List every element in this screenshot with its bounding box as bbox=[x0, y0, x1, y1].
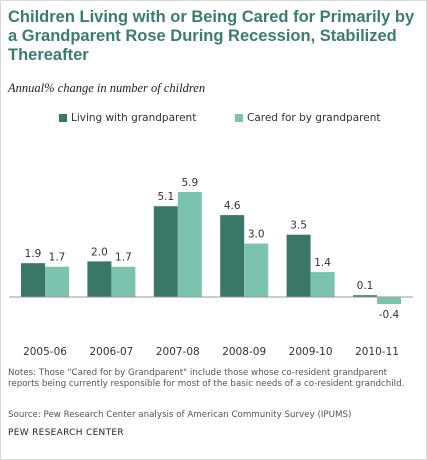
bar-cared-2005-06 bbox=[45, 266, 69, 297]
chart-footer: PEW RESEARCH CENTER bbox=[8, 428, 124, 438]
bar-living-2006-07 bbox=[87, 261, 112, 297]
bar-cared-2009-10 bbox=[310, 272, 335, 297]
data-label-cared-2008-09: 3.0 bbox=[248, 229, 265, 241]
bar-cared-2006-07 bbox=[111, 266, 136, 297]
data-label-living-2009-10: 3.5 bbox=[290, 220, 307, 232]
bar-living-2010-11 bbox=[353, 295, 377, 297]
x-tick-label-2007-08: 2007-08 bbox=[156, 346, 200, 358]
x-tick-label-2009-10: 2009-10 bbox=[289, 346, 333, 358]
data-label-cared-2005-06: 1.7 bbox=[49, 252, 66, 264]
bar-cared-2010-11 bbox=[377, 297, 401, 305]
data-label-cared-2006-07: 1.7 bbox=[115, 252, 132, 264]
data-label-living-2005-06: 1.9 bbox=[25, 248, 42, 260]
legend-item-living: Living with grandparent bbox=[59, 112, 196, 124]
bar-living-2008-09 bbox=[220, 215, 245, 297]
x-tick-label-2010-11: 2010-11 bbox=[355, 346, 399, 358]
data-label-living-2010-11: 0.1 bbox=[357, 280, 374, 292]
chart-title: Children Living with or Being Cared for … bbox=[8, 8, 415, 64]
legend-swatch-living bbox=[59, 114, 67, 122]
data-label-cared-2009-10: 1.4 bbox=[314, 257, 331, 269]
legend-label-living: Living with grandparent bbox=[71, 112, 197, 124]
data-label-living-2006-07: 2.0 bbox=[91, 246, 108, 258]
data-label-cared-2007-08: 5.9 bbox=[181, 177, 198, 189]
data-label-living-2008-09: 4.6 bbox=[224, 200, 241, 212]
chart-source: Source: Pew Research Center analysis of … bbox=[8, 410, 352, 420]
data-label-cared-2010-11: -0.4 bbox=[379, 309, 400, 321]
data-label-living-2007-08: 5.1 bbox=[157, 191, 174, 203]
bar-cared-2007-08 bbox=[177, 191, 202, 297]
chart-notes: Notes: Those "Cared for by Grandparent" … bbox=[8, 368, 405, 389]
x-tick-label-2008-09: 2008-09 bbox=[222, 346, 266, 358]
bar-cared-2008-09 bbox=[244, 243, 269, 297]
bar-living-2005-06 bbox=[21, 263, 45, 297]
legend-item-cared: Cared for by grandparent bbox=[235, 112, 380, 124]
legend-swatch-cared bbox=[235, 114, 243, 122]
x-tick-label-2006-07: 2006-07 bbox=[89, 346, 133, 358]
legend-label-cared: Cared for by grandparent bbox=[247, 112, 381, 124]
bar-living-2009-10 bbox=[286, 234, 311, 297]
chart-subtitle: Annual% change in number of children bbox=[8, 81, 206, 95]
x-tick-label-2005-06: 2005-06 bbox=[23, 346, 67, 358]
bar-living-2007-08 bbox=[153, 206, 178, 297]
